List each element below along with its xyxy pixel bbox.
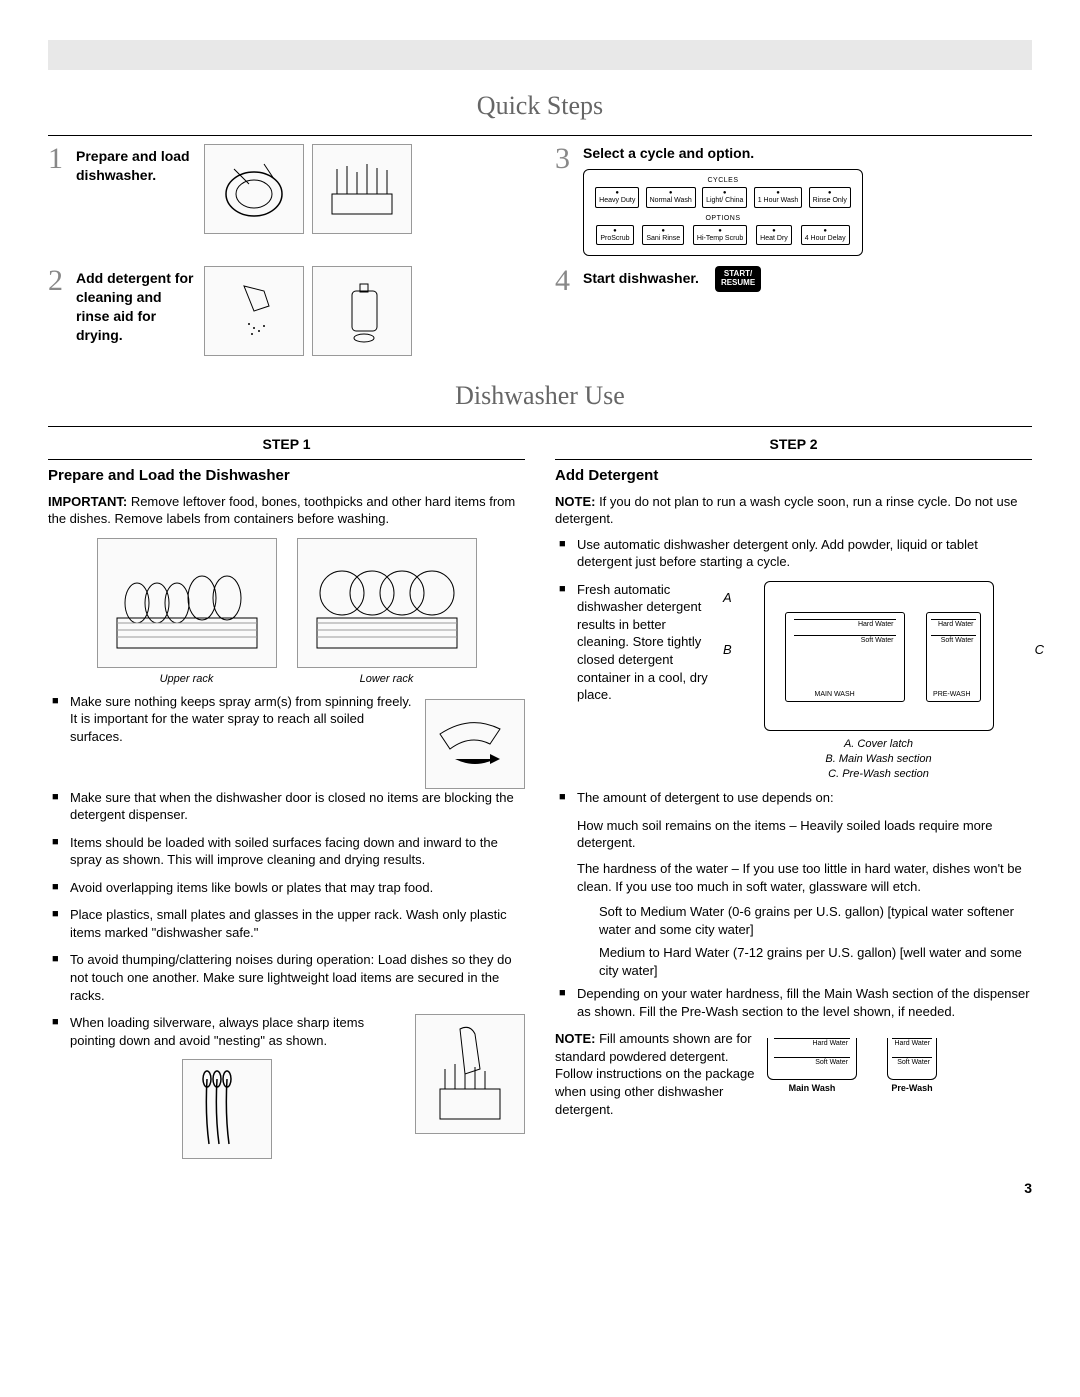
list-item: Fresh automatic dishwasher detergent res… xyxy=(555,581,715,704)
note-text: NOTE: If you do not plan to run a wash c… xyxy=(555,493,1032,528)
option-button: Sani Rinse xyxy=(642,225,684,245)
fill-level-diagram: Hard Water Soft Water Main Wash Hard Wat… xyxy=(767,1034,937,1094)
main-wash-label: MAIN WASH xyxy=(815,690,855,699)
step-2-heading: Add Detergent xyxy=(555,466,1032,486)
list-item: Items should be loaded with soiled surfa… xyxy=(48,834,525,869)
start-resume-button-illustration: START/RESUME xyxy=(715,266,761,292)
step-text: Start dishwasher. xyxy=(583,266,699,288)
header-bar xyxy=(48,40,1032,70)
quick-steps-grid: 1 Prepare and load dishwasher. 3 Select … xyxy=(48,144,1032,356)
divider xyxy=(48,135,1032,136)
list-item: Make sure nothing keeps spray arm(s) fro… xyxy=(48,693,525,746)
list-item: Depending on your water hardness, fill t… xyxy=(555,985,1032,1020)
option-button: Heat Dry xyxy=(756,225,792,245)
list-item: Place plastics, small plates and glasses… xyxy=(48,906,525,941)
option-button: 4 Hour Delay xyxy=(801,225,850,245)
step-1-heading: Prepare and Load the Dishwasher xyxy=(48,466,525,486)
scrape-plate-illustration xyxy=(204,144,304,234)
step-number: 3 xyxy=(555,144,575,174)
list-item: When loading silverware, always place sh… xyxy=(48,1014,525,1049)
list-item: Make sure that when the dishwasher door … xyxy=(48,789,525,824)
detergent-illustration xyxy=(204,266,304,356)
dispenser-legend: A. Cover latch B. Main Wash section C. P… xyxy=(725,737,1032,782)
option-button: ProScrub xyxy=(596,225,633,245)
main-wash-fill-label: Main Wash xyxy=(767,1082,857,1094)
page-number: 3 xyxy=(48,1179,1032,1198)
lower-rack-caption: Lower rack xyxy=(297,672,477,687)
water-soft: Soft to Medium Water (0-6 grains per U.S… xyxy=(599,903,1032,938)
rinse-aid-illustration xyxy=(312,266,412,356)
step-number: 2 xyxy=(48,266,68,296)
water-hard: Medium to Hard Water (7-12 grains per U.… xyxy=(599,944,1032,979)
step-text: Select a cycle and option. xyxy=(583,144,1032,163)
upper-rack-caption: Upper rack xyxy=(97,672,277,687)
list-item: To avoid thumping/clattering noises duri… xyxy=(48,951,525,1004)
callout-c: C xyxy=(1035,641,1044,659)
quick-step-4: 4 Start dishwasher. START/RESUME xyxy=(555,266,1032,356)
step-number: 1 xyxy=(48,144,68,174)
option-button: Hi-Temp Scrub xyxy=(693,225,747,245)
step-1-bullets: Make sure nothing keeps spray arm(s) fro… xyxy=(48,693,525,746)
options-label: OPTIONS xyxy=(592,214,854,223)
lower-rack-figure: Lower rack xyxy=(297,538,477,687)
callout-a: A xyxy=(723,589,732,607)
control-panel-illustration: CYCLES Heavy Duty Normal Wash Light/ Chi… xyxy=(583,169,863,256)
cycle-button: Light/ China xyxy=(702,187,747,207)
step-2-label: STEP 2 xyxy=(555,435,1032,454)
step-text: Add detergent for cleaning and rinse aid… xyxy=(76,266,196,345)
pre-wash-label: PRE-WASH xyxy=(933,690,970,699)
note-fill: NOTE: Fill amounts shown are for standar… xyxy=(555,1030,755,1118)
load-rack-illustration xyxy=(312,144,412,234)
dishwasher-use-title: Dishwasher Use xyxy=(48,378,1032,413)
quick-steps-title: Quick Steps xyxy=(48,88,1032,123)
list-item: Avoid overlapping items like bowls or pl… xyxy=(48,879,525,897)
step-number: 4 xyxy=(555,266,575,296)
list-item: Use automatic dishwasher detergent only.… xyxy=(555,536,1032,571)
divider xyxy=(555,459,1032,460)
important-note: IMPORTANT: Remove leftover food, bones, … xyxy=(48,493,525,528)
step-text: Prepare and load dishwasher. xyxy=(76,144,196,185)
nesting-silverware-illustration xyxy=(182,1059,272,1159)
divider xyxy=(48,459,525,460)
quick-step-3: 3 Select a cycle and option. CYCLES Heav… xyxy=(555,144,1032,256)
cycle-button: Normal Wash xyxy=(646,187,696,207)
upper-rack-illustration xyxy=(97,538,277,668)
cycle-button: Heavy Duty xyxy=(595,187,639,207)
quick-step-2: 2 Add detergent for cleaning and rinse a… xyxy=(48,266,525,356)
hardness-text: The hardness of the water – If you use t… xyxy=(577,860,1032,895)
callout-b: B xyxy=(723,641,732,659)
step-1-label: STEP 1 xyxy=(48,435,525,454)
upper-rack-figure: Upper rack xyxy=(97,538,277,687)
dispenser-diagram: Hard Water Soft Water Hard Water Soft Wa… xyxy=(764,581,994,731)
list-item: The amount of detergent to use depends o… xyxy=(555,789,1032,807)
step-2-column: STEP 2 Add Detergent NOTE: If you do not… xyxy=(555,435,1032,1160)
step-1-column: STEP 1 Prepare and Load the Dishwasher I… xyxy=(48,435,525,1160)
cycle-button: 1 Hour Wash xyxy=(754,187,803,207)
cycles-label: CYCLES xyxy=(592,176,854,185)
pre-wash-fill-label: Pre-Wash xyxy=(887,1082,937,1094)
cycle-button: Rinse Only xyxy=(809,187,851,207)
lower-rack-illustration xyxy=(297,538,477,668)
quick-step-1: 1 Prepare and load dishwasher. xyxy=(48,144,525,256)
divider xyxy=(48,426,1032,427)
amount-text: How much soil remains on the items – Hea… xyxy=(577,817,1032,852)
